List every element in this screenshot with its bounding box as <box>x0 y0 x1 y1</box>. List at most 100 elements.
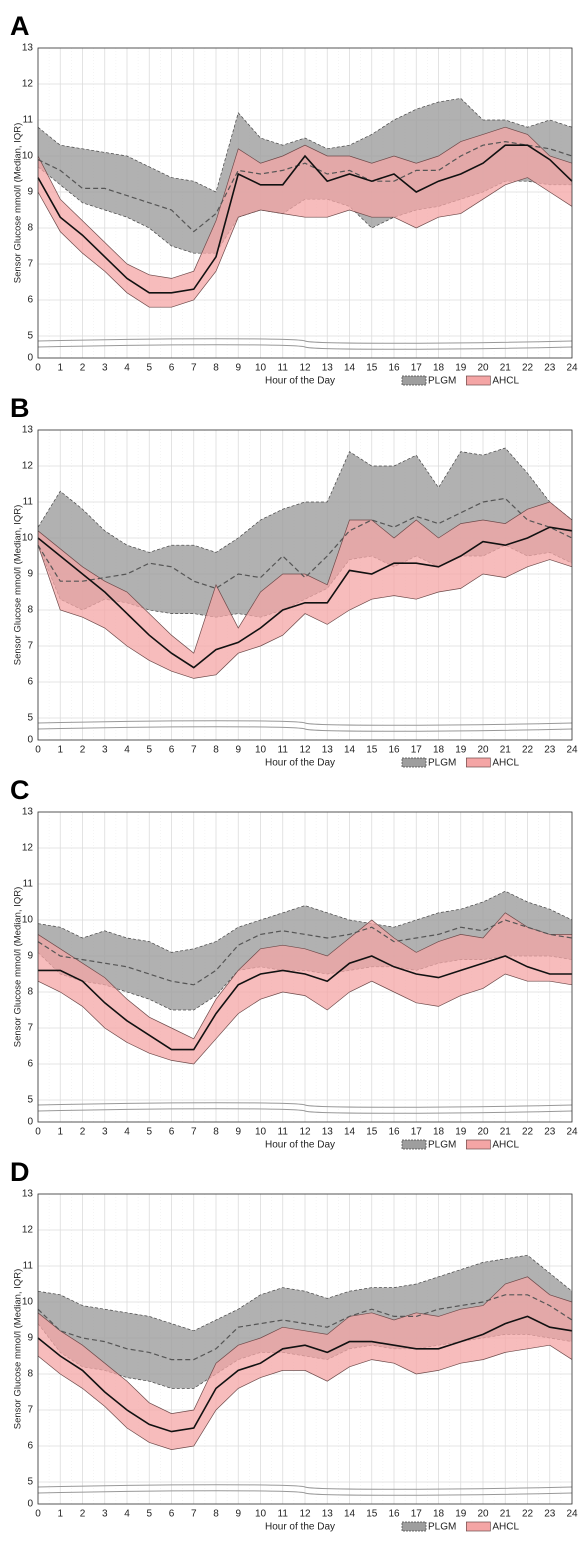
axis-break <box>37 1102 573 1108</box>
legend-label: AHCL <box>492 758 519 769</box>
iqr-edge <box>37 501 573 654</box>
legend-swatch <box>401 1521 427 1532</box>
iqr-edge <box>37 912 572 1040</box>
x-tick-label: 11 <box>278 1509 289 1520</box>
x-tick-label: 9 <box>235 363 241 374</box>
y-tick-label: 8 <box>27 605 33 616</box>
x-tick-label: 10 <box>255 1509 267 1520</box>
x-tick-label: 18 <box>433 1127 445 1138</box>
y-tick-label: 6 <box>27 1441 33 1452</box>
median-line <box>37 1294 573 1361</box>
legend-swatch <box>401 757 427 768</box>
x-tick-label: 24 <box>566 1127 578 1138</box>
panel-letter: C <box>10 775 30 805</box>
x-tick-label: 9 <box>235 1127 241 1138</box>
iqr-edge <box>37 1254 573 1332</box>
iqr-band <box>38 127 572 308</box>
axis-break <box>37 338 573 344</box>
x-tick-label: 15 <box>366 1127 378 1138</box>
y-axis-label: Sensor Glucose mmol/l (Median, IQR) <box>13 1269 24 1430</box>
x-tick-label: 13 <box>322 1127 334 1138</box>
x-tick-label: 16 <box>388 745 400 756</box>
y-tick-label: 12 <box>22 461 34 472</box>
x-tick-label: 7 <box>191 745 197 756</box>
x-tick-label: 23 <box>544 1509 556 1520</box>
axis-break <box>37 1108 573 1114</box>
x-tick-label: 12 <box>299 1509 311 1520</box>
y-tick-label: 0 <box>27 1117 33 1128</box>
legend-swatch <box>401 1139 427 1150</box>
panel: C0 1 2 3 4 5 6 7 8 9 10 11 12 13 14 15 16 17 18 19 20 21 22 23 2… <box>10 775 578 1151</box>
y-tick-label: 7 <box>27 1023 33 1034</box>
y-tick-label: 10 <box>22 151 34 162</box>
y-tick-label: 8 <box>27 223 33 234</box>
iqr-edge <box>37 973 573 1065</box>
x-tick-label: 5 <box>146 1509 152 1520</box>
plot-frame <box>37 47 573 359</box>
x-tick-label: 16 <box>388 1127 400 1138</box>
x-axis-label: Hour of the Day <box>265 758 335 769</box>
x-tick-label: 10 <box>255 745 267 756</box>
y-tick-label: 13 <box>22 43 34 54</box>
x-axis-label: Hour of the Day <box>265 376 335 387</box>
y-tick-label: 12 <box>22 843 34 854</box>
x-tick-label: 7 <box>191 1509 197 1520</box>
y-tick-label: 7 <box>27 641 33 652</box>
iqr-edge <box>37 126 573 279</box>
x-tick-label: 2 <box>80 363 86 374</box>
legend-swatch <box>401 375 427 386</box>
iqr-edge <box>37 177 573 308</box>
y-tick-label: 8 <box>27 987 33 998</box>
x-tick-label: 0 <box>35 363 41 374</box>
x-tick-label: 22 <box>522 363 534 374</box>
y-tick-label: 0 <box>27 353 33 364</box>
x-tick-label: 6 <box>169 1127 175 1138</box>
y-axis-label: Sensor Glucose mmol/l (Median, IQR) <box>13 505 24 666</box>
x-tick-label: 6 <box>169 1509 175 1520</box>
panel: A0 1 2 3 4 5 6 7 8 9 10 11 12 13 14 15 16 17 18 19 20 21 22 23 2… <box>10 11 578 387</box>
x-tick-label: 0 <box>35 1127 41 1138</box>
x-tick-label: 17 <box>411 1127 423 1138</box>
x-tick-label: 4 <box>124 745 130 756</box>
x-tick-label: 1 <box>57 1509 63 1520</box>
x-tick-label: 0 <box>35 1509 41 1520</box>
x-tick-label: 17 <box>411 1509 423 1520</box>
y-tick-label: 6 <box>27 677 33 688</box>
y-tick-label: 11 <box>23 497 34 508</box>
legend-label: PLGM <box>428 1522 456 1533</box>
x-tick-label: 5 <box>146 363 152 374</box>
y-tick-label: 11 <box>23 879 34 890</box>
x-tick-label: 19 <box>455 363 467 374</box>
x-tick-label: 21 <box>500 1127 512 1138</box>
legend-label: PLGM <box>428 376 456 387</box>
median-line <box>38 955 572 1051</box>
x-tick-label: 7 <box>191 1127 197 1138</box>
median-line <box>37 144 573 294</box>
x-tick-label: 18 <box>433 1509 445 1520</box>
x-tick-label: 3 <box>102 1127 108 1138</box>
iqr-band <box>38 1255 572 1389</box>
x-tick-label: 22 <box>522 745 534 756</box>
x-tick-label: 11 <box>278 745 289 756</box>
x-tick-label: 4 <box>124 1127 130 1138</box>
x-tick-label: 20 <box>477 1509 489 1520</box>
y-tick-label: 10 <box>22 915 34 926</box>
iqr-band <box>38 912 572 1064</box>
panel-letter: A <box>10 11 30 41</box>
y-tick-label: 6 <box>27 1059 33 1070</box>
y-tick-label: 5 <box>27 713 33 724</box>
iqr-edge <box>37 1276 573 1414</box>
x-tick-label: 12 <box>299 363 311 374</box>
iqr-edge <box>37 1344 573 1450</box>
x-tick-label: 5 <box>146 745 152 756</box>
x-tick-label: 14 <box>344 745 356 756</box>
x-tick-label: 24 <box>566 745 578 756</box>
x-tick-label: 22 <box>522 1127 534 1138</box>
x-tick-label: 13 <box>322 1509 334 1520</box>
axis-break <box>37 720 573 726</box>
axis-break <box>37 344 573 350</box>
y-tick-label: 7 <box>27 259 33 270</box>
x-tick-label: 8 <box>213 1127 219 1138</box>
x-tick-label: 20 <box>477 1127 489 1138</box>
